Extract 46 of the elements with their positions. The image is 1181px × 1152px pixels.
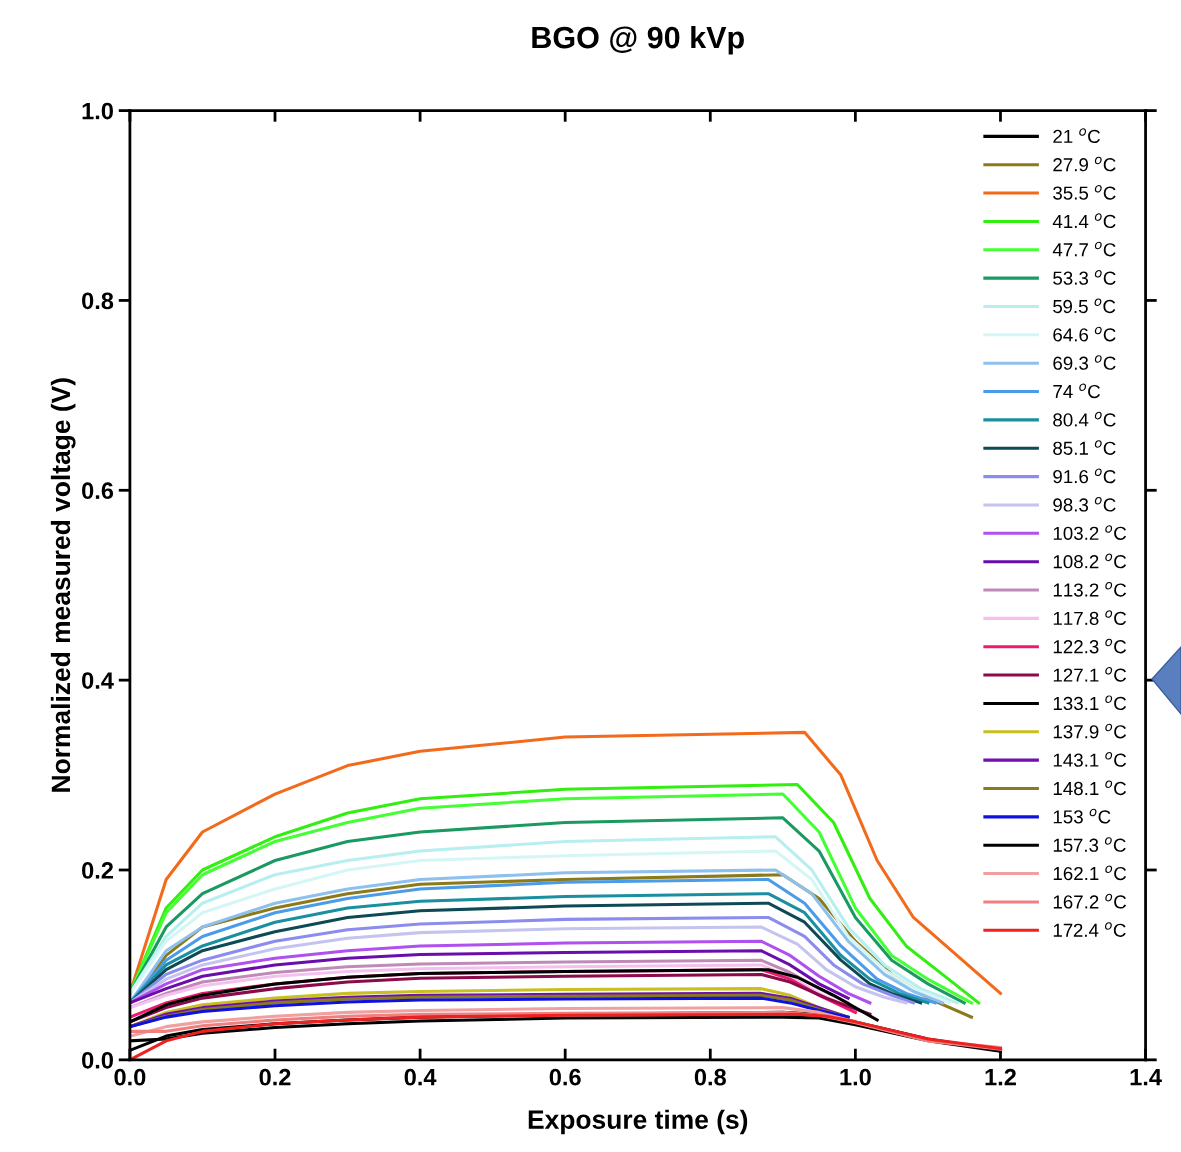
- legend-label: 64.6 $^{o}$C: [1053, 326, 1116, 342]
- y-tick-label: 0.4: [82, 672, 114, 689]
- legend-label: 137.9 $^{o}$C: [1053, 723, 1127, 739]
- x-axis-title: Exposure time (s): [528, 1109, 748, 1135]
- x-tick-label: 0.6: [549, 1068, 581, 1086]
- legend-label: 148.1 $^{o}$C: [1053, 780, 1127, 796]
- legend-label: 122.3 $^{o}$C: [1053, 638, 1127, 654]
- legend-label: 21 $^{o}$C: [1053, 128, 1100, 144]
- legend-label: 113.2 $^{o}$C: [1053, 581, 1127, 597]
- x-tick-label: 1.2: [985, 1068, 1016, 1086]
- legend-label: 74 $^{o}$C: [1053, 383, 1100, 399]
- legend-label: 127.1 $^{o}$C: [1053, 667, 1127, 682]
- legend-label: 133.1 $^{o}$C: [1053, 695, 1127, 711]
- y-tick-label: 0.0: [82, 1051, 113, 1069]
- y-tick-label: 0.2: [82, 862, 113, 879]
- legend-label: 157.3 $^{o}$C: [1053, 837, 1126, 852]
- x-tick-label: 1.0: [840, 1068, 871, 1086]
- legend-label: 117.8 $^{o}$C: [1053, 610, 1127, 626]
- legend-label: 103.2 $^{o}$C: [1053, 525, 1127, 540]
- legend-label: 35.5 $^{o}$C: [1053, 185, 1116, 200]
- x-tick-label: 0.2: [259, 1068, 291, 1086]
- y-tick-label: 0.6: [82, 482, 114, 500]
- legend-label: 162.1 $^{o}$C: [1053, 865, 1127, 881]
- legend-label: 85.1 $^{o}$C: [1053, 440, 1116, 455]
- legend-label: 59.5 $^{o}$C: [1053, 298, 1116, 314]
- legend-label: 91.6 $^{o}$C: [1053, 468, 1116, 484]
- legend-label: 98.3 $^{o}$C: [1053, 496, 1116, 512]
- x-tick-label: 0.4: [404, 1068, 437, 1086]
- chart-title: BGO @ 90 kVp: [532, 25, 744, 55]
- x-tick-label: 0.8: [694, 1068, 726, 1086]
- legend-label: 53.3 $^{o}$C: [1053, 270, 1116, 285]
- y-tick-label: 0.8: [82, 292, 114, 310]
- x-tick-label: 0.0: [114, 1068, 146, 1086]
- legend-label: 27.9 $^{o}$C: [1053, 156, 1116, 172]
- x-tick-label: 1.4: [1130, 1069, 1162, 1086]
- legend-label: 69.3 $^{o}$C: [1053, 355, 1116, 370]
- y-axis-title: Normalized measured voltage (V): [50, 378, 76, 792]
- legend-label: 41.4 $^{o}$C: [1052, 213, 1116, 229]
- legend-label: 143.1 $^{o}$C: [1053, 752, 1127, 767]
- legend-label: 172.4 $^{o}$C: [1053, 922, 1126, 937]
- legend-label: 108.2 $^{o}$C: [1053, 553, 1127, 569]
- y-tick-label: 1.0: [82, 102, 113, 120]
- legend-label: 167.2 $^{o}$C: [1053, 893, 1127, 909]
- legend-label: 153 $^{o}$C: [1053, 808, 1111, 824]
- legend-label: 80.4 $^{o}$C: [1053, 411, 1116, 427]
- legend-label: 47.7 $^{o}$C: [1052, 241, 1116, 257]
